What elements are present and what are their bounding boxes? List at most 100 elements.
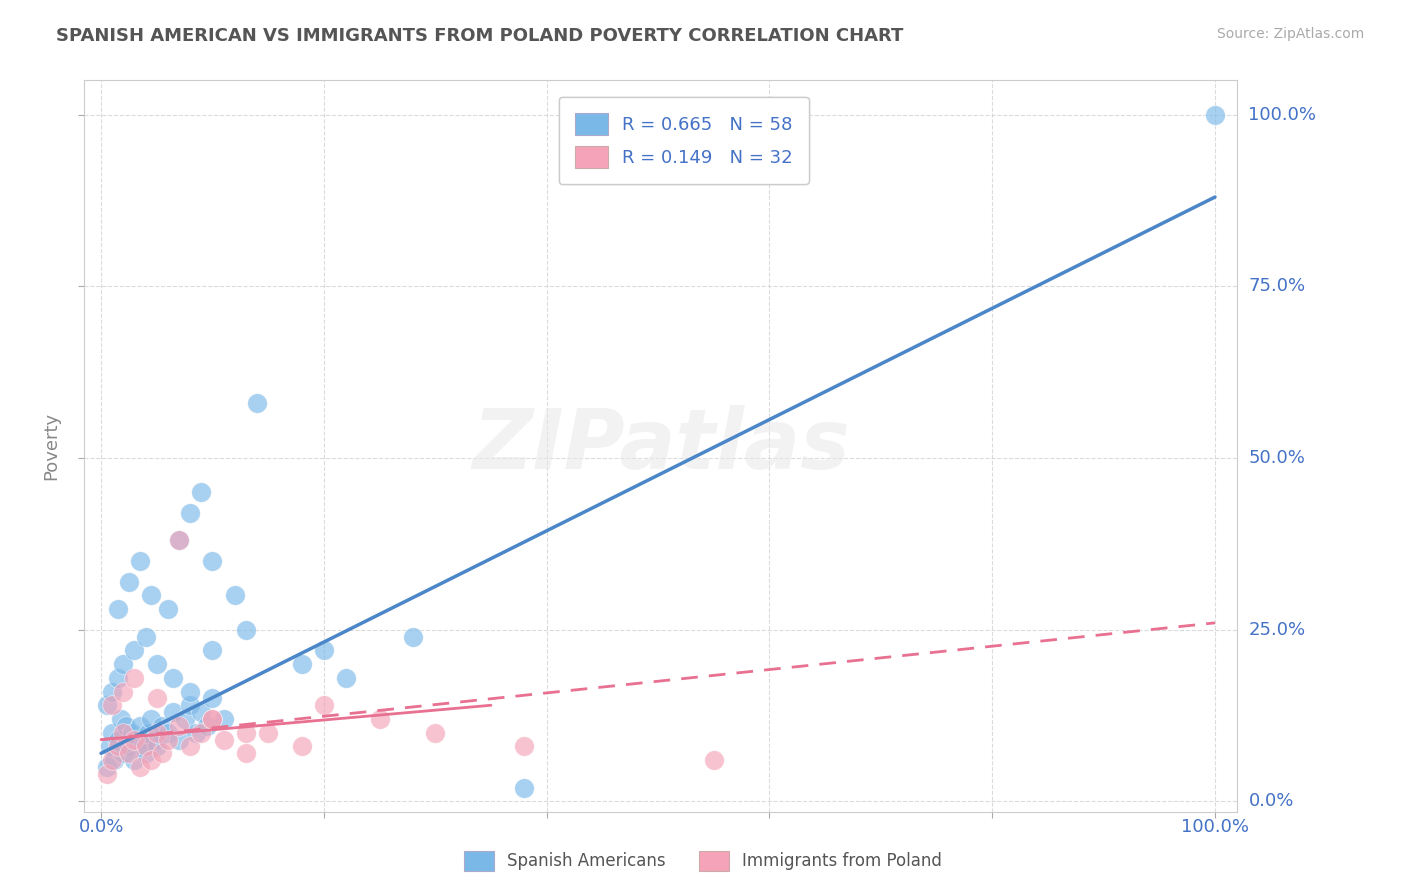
Point [167, 719, 190, 733]
Point [162, 705, 184, 719]
Point [112, 684, 135, 698]
Point [150, 719, 173, 733]
Point [101, 753, 124, 767]
Point [312, 698, 335, 713]
Point [201, 643, 224, 657]
Point [96, 767, 118, 781]
Point [96, 698, 118, 713]
Point [179, 698, 201, 713]
Point [132, 739, 155, 754]
Point [167, 732, 190, 747]
Y-axis label: Poverty: Poverty [42, 412, 60, 480]
Text: 0.0%: 0.0% [79, 818, 124, 836]
Point [145, 739, 167, 754]
Point [118, 739, 141, 754]
Text: 0.0%: 0.0% [1249, 792, 1294, 811]
Point [150, 747, 173, 761]
Point [121, 725, 143, 739]
Point [368, 712, 391, 726]
Point [335, 671, 357, 685]
Point [112, 725, 135, 739]
Point [145, 725, 167, 739]
Point [201, 554, 224, 568]
Point [135, 747, 157, 761]
Point [143, 732, 166, 747]
Point [156, 725, 179, 739]
Point [425, 725, 447, 739]
Point [96, 760, 118, 774]
Point [162, 671, 184, 685]
Point [156, 602, 179, 616]
Point [135, 739, 157, 754]
Text: 100.0%: 100.0% [1181, 818, 1249, 836]
Point [125, 732, 148, 747]
Point [114, 719, 136, 733]
Legend: Spanish Americans, Immigrants from Poland: Spanish Americans, Immigrants from Polan… [456, 842, 950, 880]
Text: 75.0%: 75.0% [1249, 277, 1306, 295]
Point [129, 760, 152, 774]
Point [124, 671, 146, 685]
Text: 50.0%: 50.0% [1249, 449, 1305, 467]
Point [101, 684, 124, 698]
Text: 25.0%: 25.0% [1249, 621, 1306, 639]
Point [212, 732, 235, 747]
Point [124, 753, 146, 767]
Point [235, 623, 257, 637]
Point [179, 739, 201, 754]
Text: Source: ZipAtlas.com: Source: ZipAtlas.com [1216, 27, 1364, 41]
Point [107, 739, 129, 754]
Point [112, 747, 135, 761]
Point [513, 739, 536, 754]
Text: 100.0%: 100.0% [1249, 105, 1316, 124]
Point [167, 533, 190, 548]
Point [145, 691, 167, 706]
Point [167, 533, 190, 548]
Point [141, 588, 163, 602]
Point [513, 780, 536, 795]
Point [145, 657, 167, 671]
Point [107, 671, 129, 685]
Point [184, 725, 207, 739]
Point [124, 732, 146, 747]
Point [290, 739, 312, 754]
Point [224, 588, 246, 602]
Point [212, 712, 235, 726]
Point [107, 732, 129, 747]
Text: ZIPatlas: ZIPatlas [472, 406, 849, 486]
Text: SPANISH AMERICAN VS IMMIGRANTS FROM POLAND POVERTY CORRELATION CHART: SPANISH AMERICAN VS IMMIGRANTS FROM POLA… [56, 27, 904, 45]
Point [156, 732, 179, 747]
Point [195, 719, 218, 733]
Point [101, 725, 124, 739]
Point [124, 643, 146, 657]
Point [257, 725, 280, 739]
Point [129, 554, 152, 568]
Point [179, 506, 201, 520]
Point [129, 719, 152, 733]
Point [201, 712, 224, 726]
Point [312, 643, 335, 657]
Point [101, 698, 124, 713]
Point [703, 753, 725, 767]
Point [235, 747, 257, 761]
Point [173, 712, 195, 726]
Point [112, 657, 135, 671]
Point [402, 630, 425, 644]
Point [290, 657, 312, 671]
Point [190, 725, 212, 739]
Point [141, 712, 163, 726]
Point [179, 684, 201, 698]
Point [1204, 107, 1226, 121]
Point [107, 602, 129, 616]
Point [190, 705, 212, 719]
Point [98, 739, 121, 754]
Point [136, 725, 159, 739]
Point [246, 396, 269, 410]
Point [103, 753, 125, 767]
Point [110, 712, 132, 726]
Point [201, 712, 224, 726]
Point [235, 725, 257, 739]
Point [141, 753, 163, 767]
Point [118, 747, 141, 761]
Point [190, 485, 212, 500]
Legend: R = 0.665   N = 58, R = 0.149   N = 32: R = 0.665 N = 58, R = 0.149 N = 32 [558, 96, 808, 184]
